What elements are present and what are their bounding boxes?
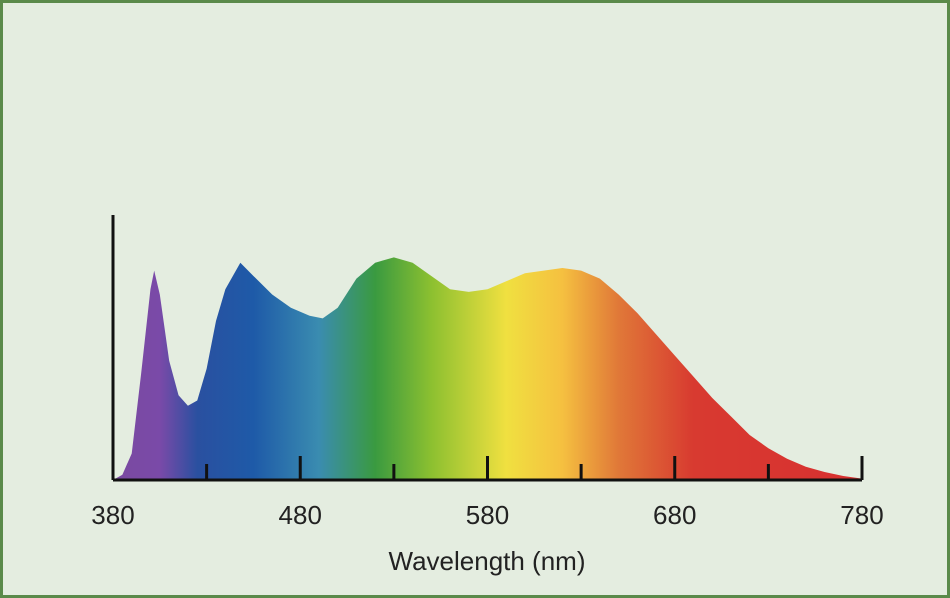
x-tick-label: 380: [91, 500, 134, 530]
x-tick-label: 480: [279, 500, 322, 530]
x-tick-label: 680: [653, 500, 696, 530]
x-axis-label: Wavelength (nm): [389, 546, 586, 576]
spectrum-area: [113, 257, 862, 480]
x-tick-label: 580: [466, 500, 509, 530]
x-tick-label: 780: [840, 500, 883, 530]
